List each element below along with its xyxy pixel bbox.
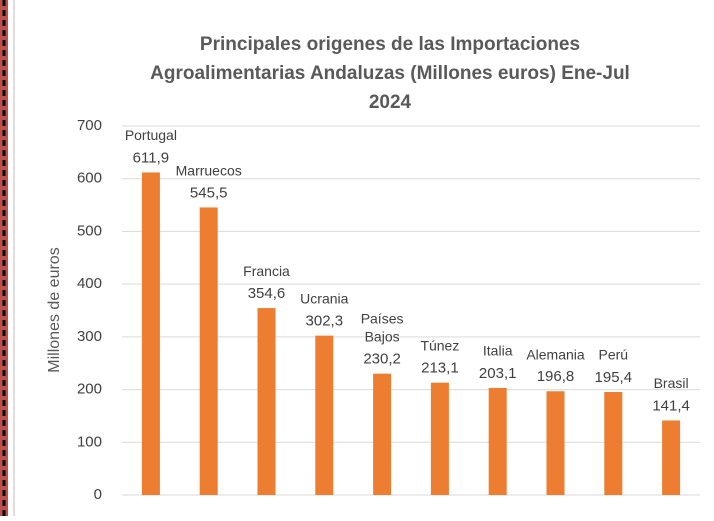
chart-title: 2024 [369, 92, 412, 113]
y-tick-label: 700 [77, 117, 102, 134]
bar [662, 420, 681, 495]
category-label: Túnez [420, 337, 459, 353]
y-tick-label: 300 [77, 328, 102, 345]
category-label: Italia [483, 343, 513, 359]
bar [141, 172, 160, 495]
y-tick-label: 0 [94, 486, 102, 503]
category-label: Francia [243, 263, 290, 279]
edge-strip [0, 0, 8, 516]
y-tick-label: 100 [77, 433, 102, 450]
data-label: 196,8 [537, 368, 575, 385]
category-label: Alemania [526, 346, 585, 362]
category-label: Marruecos [176, 162, 242, 178]
category-label: Portugal [125, 127, 177, 143]
category-label: Perú [599, 347, 629, 363]
bar [315, 335, 334, 495]
bar [373, 373, 392, 495]
bar [546, 391, 565, 495]
chart-title: Agroalimentarias Andaluzas (Millones eur… [150, 63, 630, 84]
data-label: 195,4 [595, 369, 633, 386]
category-label: Brasil [654, 375, 689, 391]
category-label: Ucrania [300, 290, 348, 306]
chart-title: Principales origenes de las Importacione… [200, 34, 580, 55]
y-tick-label: 200 [77, 381, 102, 398]
bar [430, 382, 449, 495]
bar [257, 308, 276, 495]
data-label: 141,4 [652, 397, 690, 414]
y-tick-label: 500 [77, 222, 102, 239]
y-tick-label: 600 [77, 170, 102, 187]
data-label: 611,9 [133, 149, 169, 166]
data-label: 230,2 [363, 351, 401, 368]
y-tick-label: 400 [77, 275, 102, 292]
data-label: 545,5 [190, 184, 228, 201]
y-axis-title: Millones de euros [46, 247, 63, 372]
category-label: Países Bajos [361, 310, 404, 344]
bar [488, 387, 507, 495]
data-label: 302,3 [306, 313, 344, 330]
data-label: 203,1 [479, 365, 517, 382]
bar [199, 207, 218, 495]
data-label: 354,6 [248, 285, 286, 302]
data-label: 213,1 [421, 360, 459, 377]
bar [604, 391, 623, 495]
